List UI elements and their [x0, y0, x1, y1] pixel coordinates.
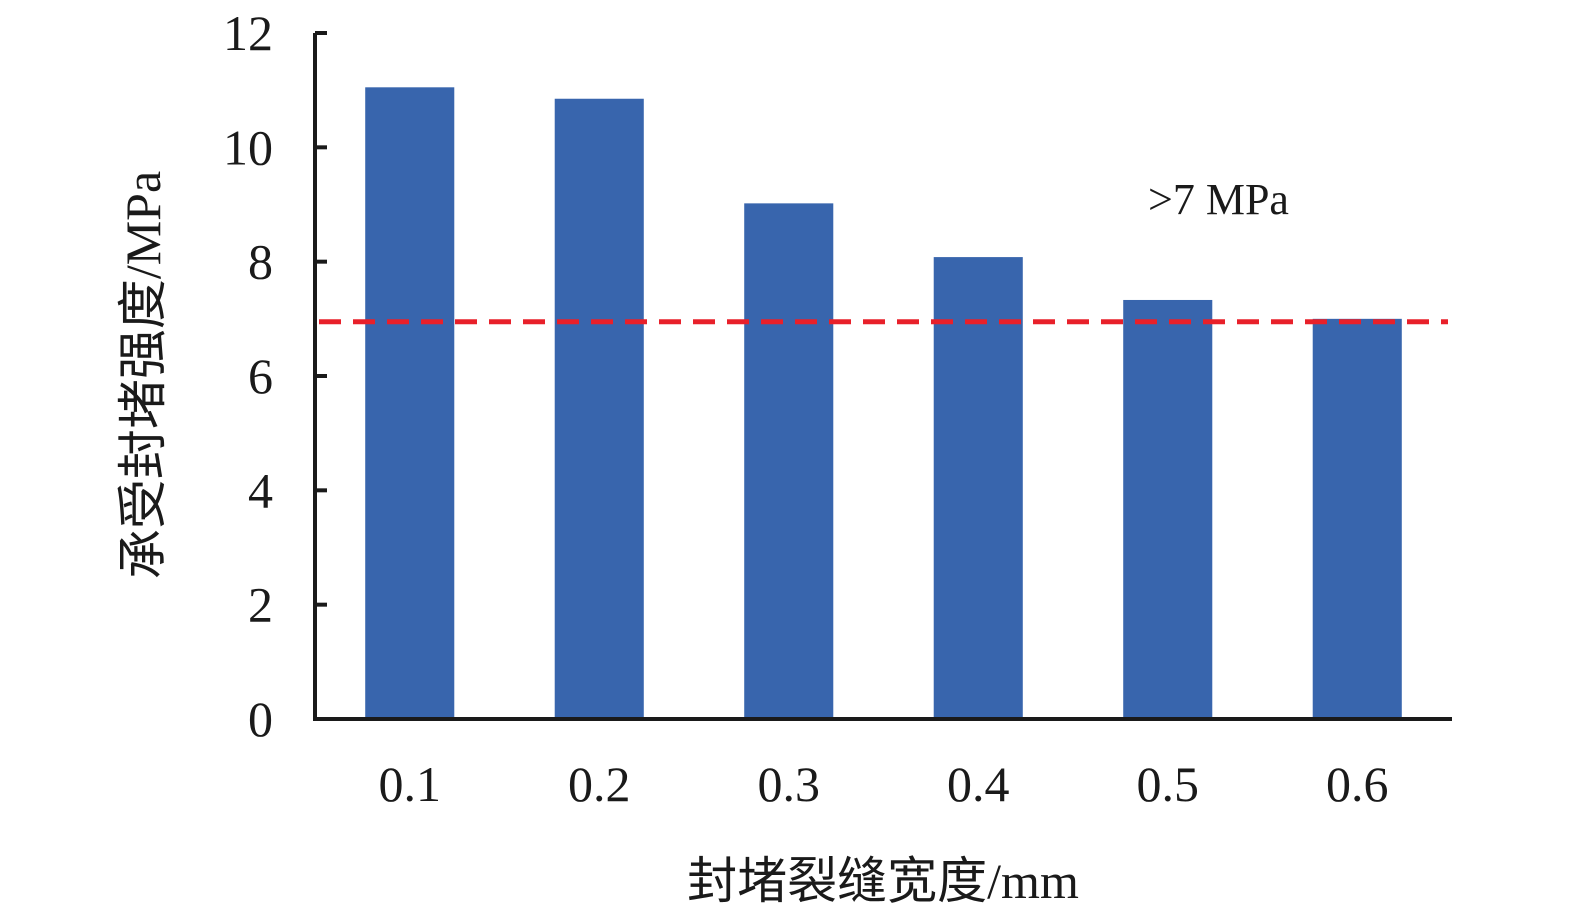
y-tick-label-6: 6 [248, 348, 273, 404]
y-tick-label-12: 12 [223, 5, 273, 61]
x-tick-label-0.1: 0.1 [379, 756, 442, 812]
bar-0.1 [365, 87, 455, 719]
bar-0.3 [744, 203, 834, 719]
x-tick-label-0.6: 0.6 [1326, 756, 1389, 812]
bars-group [365, 87, 1402, 719]
y-tick-label-2: 2 [248, 577, 273, 633]
axes-group [313, 33, 1452, 721]
y-axis-label: 承受封堵强度/MPa [115, 171, 171, 579]
bar-0.6 [1312, 318, 1402, 719]
x-tick-label-0.3: 0.3 [758, 756, 821, 812]
y-tick-label-10: 10 [223, 119, 273, 175]
x-tick-label-0.4: 0.4 [947, 756, 1010, 812]
x-tick-label-0.5: 0.5 [1137, 756, 1200, 812]
bar-0.4 [933, 257, 1023, 719]
x-tick-label-0.2: 0.2 [568, 756, 631, 812]
bar-0.2 [554, 98, 644, 719]
x-axis-label: 封堵裂缝宽度/mm [687, 853, 1079, 909]
x-ticks-group: 0.1 0.2 0.3 0.4 0.5 0.6 [379, 756, 1389, 812]
threshold-annotation: >7 MPa [1148, 175, 1289, 224]
y-tick-label-8: 8 [248, 234, 273, 290]
y-tick-label-0: 0 [248, 691, 273, 747]
y-tick-label-4: 4 [248, 462, 273, 518]
y-ticks-group: 0 2 4 6 8 10 12 [223, 5, 327, 747]
bar-0.5 [1123, 299, 1213, 719]
